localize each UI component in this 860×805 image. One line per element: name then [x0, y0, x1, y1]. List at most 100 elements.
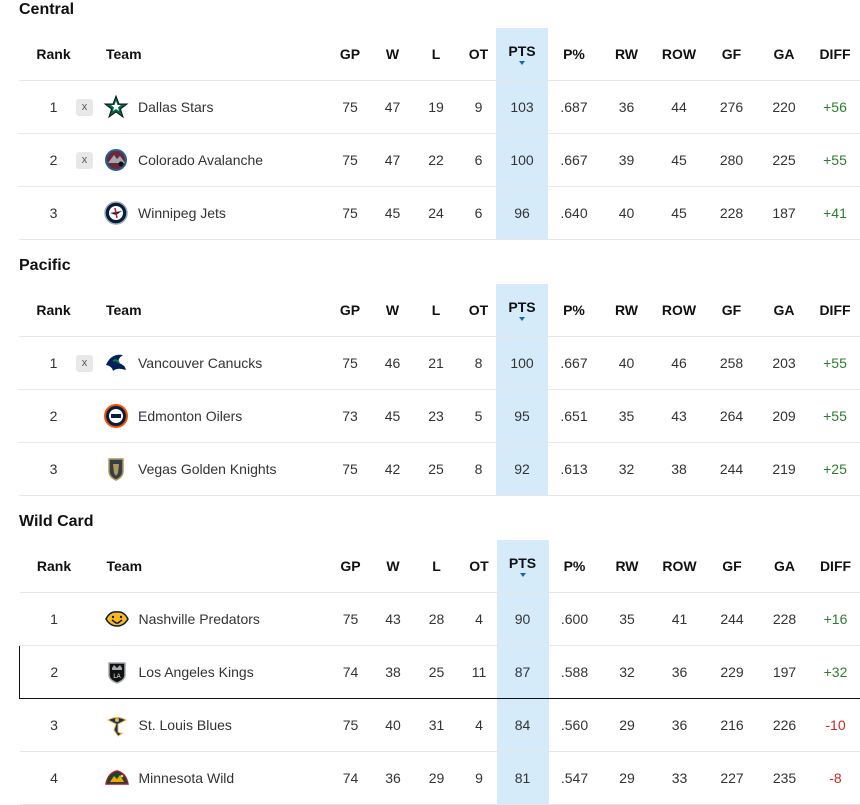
pct-cell: .613: [548, 443, 600, 496]
col-header-pts[interactable]: PTS: [496, 28, 548, 81]
team-name-link[interactable]: Winnipeg Jets: [138, 205, 226, 221]
table-row[interactable]: 3 Vegas Golden Knights 75 42 25 8 92 .61…: [19, 443, 860, 496]
rw-cell: 40: [600, 337, 653, 390]
team-cell: LA Los Angeles Kings: [89, 646, 327, 699]
col-header-pct[interactable]: P%: [549, 540, 601, 593]
team-name-link[interactable]: St. Louis Blues: [139, 717, 232, 733]
gf-cell: 258: [705, 337, 758, 390]
col-header-team[interactable]: Team: [88, 28, 326, 81]
col-header-w[interactable]: W: [374, 28, 411, 81]
clinch-badge: x: [76, 99, 93, 116]
table-row[interactable]: 2 x Colorado Avalanche 75 47 22 6 100 .6…: [19, 134, 860, 187]
table-header-row: Rank Team GP W L OT PTS P% RW ROW GF GA …: [19, 28, 860, 81]
gf-cell: 228: [705, 187, 758, 240]
ot-cell: 8: [461, 443, 496, 496]
col-header-row[interactable]: ROW: [653, 284, 705, 337]
standings-table-pacific: Rank Team GP W L OT PTS P% RW ROW GF GA …: [19, 284, 860, 496]
col-header-row[interactable]: ROW: [654, 540, 706, 593]
team-cell: x Dallas Stars: [88, 81, 326, 134]
col-header-diff[interactable]: DIFF: [810, 284, 860, 337]
ot-cell: 4: [462, 593, 497, 646]
col-header-pts[interactable]: PTS: [496, 284, 548, 337]
col-header-ga[interactable]: GA: [758, 28, 810, 81]
table-row[interactable]: 3 Winnipeg Jets 75 45 24 6 96 .640 40 45…: [19, 187, 860, 240]
gp-cell: 75: [327, 593, 375, 646]
col-header-gp[interactable]: GP: [326, 28, 374, 81]
pct-cell: .640: [548, 187, 600, 240]
col-header-diff[interactable]: DIFF: [811, 540, 860, 593]
table-row[interactable]: 4 Minnesota Wild 74 36 29 9 81 .547 29 3…: [20, 752, 860, 805]
pct-cell: .560: [549, 699, 601, 752]
col-header-row[interactable]: ROW: [653, 28, 705, 81]
gf-cell: 229: [706, 646, 759, 699]
team-name-link[interactable]: Edmonton Oilers: [138, 408, 242, 424]
col-header-l[interactable]: L: [412, 540, 462, 593]
col-header-rank[interactable]: Rank: [19, 28, 88, 81]
col-header-ga[interactable]: GA: [759, 540, 811, 593]
l-cell: 31: [412, 699, 462, 752]
rw-cell: 36: [600, 81, 653, 134]
col-header-w[interactable]: W: [375, 540, 412, 593]
l-cell: 22: [411, 134, 461, 187]
col-header-pts[interactable]: PTS: [497, 540, 549, 593]
col-header-ot[interactable]: OT: [461, 284, 496, 337]
gf-cell: 264: [705, 390, 758, 443]
col-header-gf[interactable]: GF: [706, 540, 759, 593]
l-cell: 23: [411, 390, 461, 443]
col-header-rw[interactable]: RW: [600, 28, 653, 81]
col-header-ot[interactable]: OT: [462, 540, 497, 593]
team-name-link[interactable]: Colorado Avalanche: [138, 152, 263, 168]
team-name-link[interactable]: Vancouver Canucks: [138, 355, 262, 371]
col-header-team[interactable]: Team: [89, 540, 327, 593]
rw-cell: 35: [600, 390, 653, 443]
team-name-link[interactable]: Vegas Golden Knights: [138, 461, 277, 477]
col-header-ot[interactable]: OT: [461, 28, 496, 81]
diff-cell: +16: [811, 593, 860, 646]
col-header-w[interactable]: W: [374, 284, 411, 337]
diff-cell: +56: [810, 81, 860, 134]
col-header-gp[interactable]: GP: [326, 284, 374, 337]
table-row[interactable]: 1 x Vancouver Canucks 75 46 21 8 100 .66…: [19, 337, 860, 390]
gf-cell: 244: [706, 593, 759, 646]
table-header-row: Rank Team GP W L OT PTS P% RW ROW GF GA …: [19, 284, 860, 337]
table-row[interactable]: 3 St. Louis Blues 75 40 31 4 84 .560 29 …: [20, 699, 860, 752]
team-name-link[interactable]: Minnesota Wild: [139, 770, 235, 786]
svg-text:LA: LA: [113, 674, 120, 680]
col-header-gf[interactable]: GF: [705, 284, 758, 337]
table-row[interactable]: 2 Edmonton Oilers 73 45 23 5 95 .651 35 …: [19, 390, 860, 443]
col-header-ga[interactable]: GA: [758, 284, 810, 337]
col-header-gf[interactable]: GF: [705, 28, 758, 81]
col-header-pct[interactable]: P%: [548, 28, 600, 81]
pts-cell: 84: [497, 699, 549, 752]
table-row[interactable]: 1 x Dallas Stars 75 47 19 9 103 .687 36 …: [19, 81, 860, 134]
l-cell: 21: [411, 337, 461, 390]
pct-cell: .600: [549, 593, 601, 646]
w-cell: 45: [374, 390, 411, 443]
w-cell: 40: [375, 699, 412, 752]
team-name-link[interactable]: Dallas Stars: [138, 99, 213, 115]
pct-cell: .547: [549, 752, 601, 805]
col-header-pct[interactable]: P%: [548, 284, 600, 337]
col-header-diff[interactable]: DIFF: [810, 28, 860, 81]
team-name-link[interactable]: Los Angeles Kings: [139, 664, 254, 680]
col-header-gp[interactable]: GP: [327, 540, 375, 593]
team-cell: x Colorado Avalanche: [88, 134, 326, 187]
col-header-rank[interactable]: Rank: [20, 540, 89, 593]
pts-cell: 95: [496, 390, 548, 443]
col-header-l[interactable]: L: [411, 284, 461, 337]
col-header-rw[interactable]: RW: [600, 284, 653, 337]
row-cell: 45: [653, 187, 705, 240]
col-header-team[interactable]: Team: [88, 284, 326, 337]
col-header-rank[interactable]: Rank: [19, 284, 88, 337]
gf-cell: 276: [705, 81, 758, 134]
table-row-highlighted[interactable]: 2 LA Los Angeles Kings 74 38 25 11 87 .5…: [20, 646, 860, 699]
section-title-wild-card: Wild Card: [19, 513, 94, 531]
rw-cell: 39: [600, 134, 653, 187]
pts-cell: 103: [496, 81, 548, 134]
row-cell: 36: [654, 646, 706, 699]
team-name-link[interactable]: Nashville Predators: [139, 611, 260, 627]
table-row[interactable]: 1 Nashville Predators 75 43 28 4 90 .600…: [20, 593, 860, 646]
col-header-l[interactable]: L: [411, 28, 461, 81]
ot-cell: 6: [461, 187, 496, 240]
col-header-rw[interactable]: RW: [601, 540, 654, 593]
